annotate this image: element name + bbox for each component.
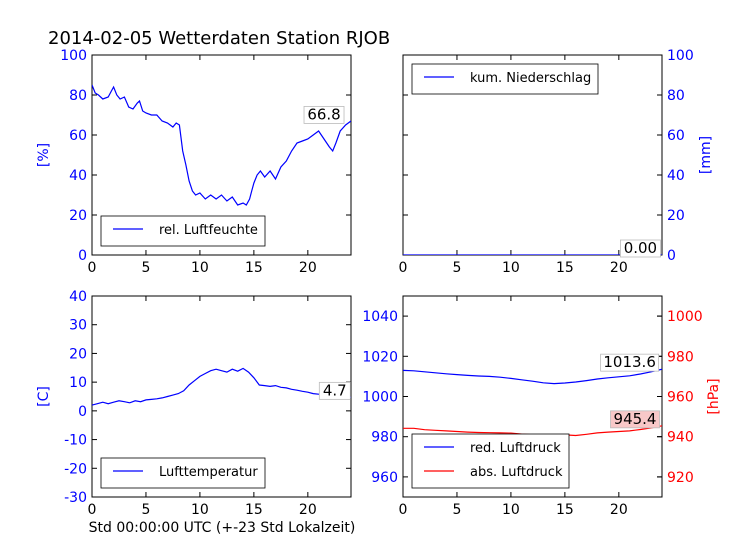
figure-title: 2014-02-05 Wetterdaten Station RJOB <box>48 28 390 49</box>
x-tick-label: 10 <box>502 260 520 276</box>
y-tick-label: 100 <box>60 48 87 64</box>
y-tick-label: 80 <box>667 88 685 104</box>
legend-box <box>100 215 266 247</box>
annotation-box <box>303 106 345 124</box>
x-tick-label: 5 <box>141 502 150 518</box>
legend-entry: Lufttemperatur <box>159 465 258 480</box>
annotation-box <box>600 353 660 372</box>
annotation-label: 0.00 <box>624 239 657 257</box>
legend-box <box>411 433 570 489</box>
series-line-rel-luftfeuchte <box>92 84 351 206</box>
y-right-tick-label: 940 <box>667 430 694 446</box>
y-tick-label: 30 <box>69 318 87 334</box>
y-tick-label: 0 <box>78 404 87 420</box>
annotation-label: 4.7 <box>323 381 347 399</box>
x-tick-label: 15 <box>245 502 263 518</box>
x-tick-label: 20 <box>299 502 317 518</box>
y-tick-label: -20 <box>64 461 87 477</box>
legend-entry: kum. Niederschlag <box>470 71 591 86</box>
y-tick-label: 1020 <box>362 349 398 365</box>
y-axis-label: [%] <box>36 143 52 167</box>
y-tick-label: 20 <box>69 208 87 224</box>
y-axis-label-right: [hPa] <box>706 378 722 414</box>
annotation-label: 945.4 <box>614 410 657 428</box>
legend-box <box>411 63 599 95</box>
annotation-label: 66.8 <box>307 105 340 123</box>
y-tick-label: -30 <box>64 490 87 506</box>
chart-panel-temperature: 0 5 10 15 20 -30 -20 -10 0 10 20 30 40 [C] 4.7 Lufttemp… <box>36 289 352 518</box>
y-tick-label: 980 <box>371 430 398 446</box>
chart-panel-humidity: 0 5 10 15 20 0 20 40 60 80 100 [%] 66.8 rel. Luftfeuc… <box>36 48 352 276</box>
x-tick-label: 20 <box>610 502 628 518</box>
y-tick-label: 100 <box>667 48 694 64</box>
x-tick-label: 5 <box>452 260 461 276</box>
x-tick-label: 0 <box>399 260 408 276</box>
chart-panel-pressure: 0 5 10 15 20 960 980 1000 1020 1040 920 940 960 980 10… <box>362 295 722 518</box>
x-tick-label: 5 <box>452 502 461 518</box>
y-tick-label: 40 <box>69 168 87 184</box>
y-tick-label: 0 <box>667 248 676 264</box>
x-tick-label: 0 <box>399 502 408 518</box>
annotation-box <box>610 410 660 429</box>
y-tick-label: 1040 <box>362 309 398 325</box>
annotation-label: 1013.6 <box>603 353 656 371</box>
annotation-box <box>620 239 661 258</box>
y-tick-label: 20 <box>667 208 685 224</box>
legend-entry: red. Luftdruck <box>470 441 561 456</box>
y-axis-label: [mm] <box>698 136 714 174</box>
x-tick-label: 5 <box>141 260 150 276</box>
y-right-tick-label: 960 <box>667 390 694 406</box>
annotation-box <box>318 381 351 400</box>
y-right-tick-label: 920 <box>667 470 694 486</box>
y-tick-label: 10 <box>69 375 87 391</box>
y-tick-label: 960 <box>371 470 398 486</box>
y-tick-label: 0 <box>78 248 87 264</box>
legend-box <box>100 457 266 489</box>
series-line-lufttemperatur <box>92 367 351 406</box>
y-tick-label: 60 <box>667 128 685 144</box>
y-right-tick-label: 1000 <box>667 309 703 325</box>
x-tick-label: 10 <box>191 502 209 518</box>
legend-entry: rel. Luftfeuchte <box>159 223 258 238</box>
x-tick-label: 15 <box>556 260 574 276</box>
figure-xlabel: Std 00:00:00 UTC (+-23 Std Lokalzeit) <box>89 520 356 536</box>
series-line-red-luftdruck <box>403 368 662 385</box>
legend-entry: abs. Luftdruck <box>470 465 563 480</box>
x-tick-label: 0 <box>88 260 97 276</box>
y-tick-label: 40 <box>69 289 87 305</box>
y-tick-label: 60 <box>69 128 87 144</box>
x-tick-label: 15 <box>245 260 263 276</box>
x-tick-label: 20 <box>299 260 317 276</box>
y-axis-label: [C] <box>36 386 52 407</box>
y-tick-label: 1000 <box>362 390 398 406</box>
x-tick-label: 10 <box>191 260 209 276</box>
x-tick-label: 0 <box>88 502 97 518</box>
y-tick-label: -10 <box>64 433 87 449</box>
x-tick-label: 20 <box>610 260 628 276</box>
y-tick-label: 20 <box>69 346 87 362</box>
x-tick-label: 15 <box>556 502 574 518</box>
y-tick-label: 80 <box>69 88 87 104</box>
x-tick-label: 10 <box>502 502 520 518</box>
y-right-tick-label: 980 <box>667 349 694 365</box>
chart-panel-precipitation: 0 5 10 15 20 0 20 40 60 80 100 [mm] 0.00 kum. Nieders… <box>399 48 714 276</box>
y-tick-label: 40 <box>667 168 685 184</box>
